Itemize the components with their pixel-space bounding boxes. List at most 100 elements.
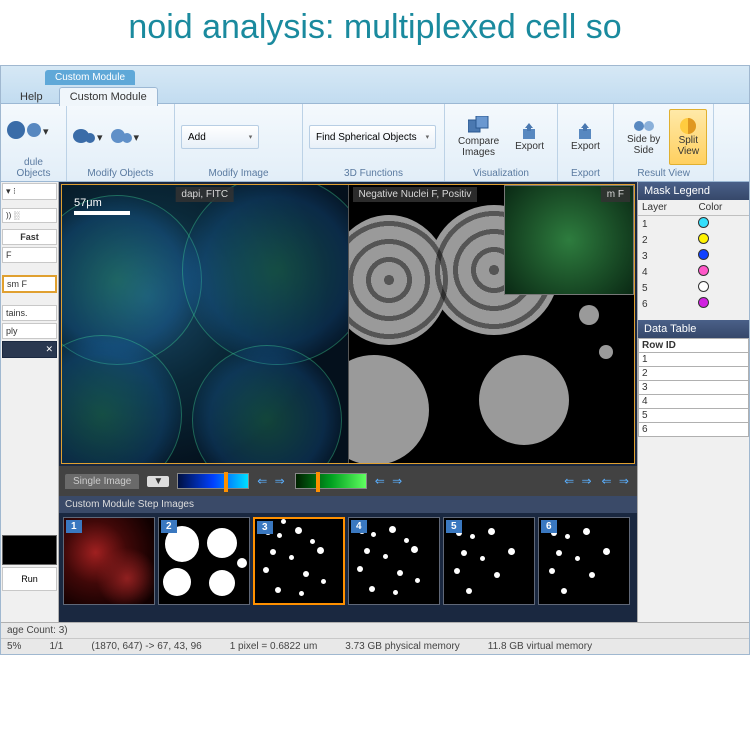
export-button[interactable]: Export: [508, 109, 551, 165]
side-by-side-button[interactable]: Side by Side: [620, 109, 667, 165]
step-num: 3: [257, 521, 273, 534]
group-label: Modify Objects: [73, 166, 168, 179]
fluorescence-pane[interactable]: 57μm dapi, FITC: [62, 185, 348, 463]
legend-row: 4: [638, 264, 749, 280]
group-label: Export: [564, 166, 607, 179]
step-num: 6: [541, 520, 557, 533]
col-color: Color: [694, 200, 749, 216]
side-by-side-icon: [633, 118, 655, 134]
col-layer: Layer: [638, 200, 694, 216]
col-rowid: Row ID: [639, 339, 749, 353]
nav-arrows-1[interactable]: ⇐ ⇒: [257, 474, 286, 488]
mask-legend-table: LayerColor 1 2 3 4 5 6: [638, 200, 749, 312]
data-table[interactable]: Row ID 1 2 3 4 5 6: [638, 338, 749, 437]
split-label: Split View: [678, 135, 700, 157]
status-virt-mem: 11.8 GB virtual memory: [488, 641, 592, 652]
application-window: Custom Module Help Custom Module ▾ dule …: [0, 65, 750, 655]
table-row[interactable]: 1: [639, 353, 749, 367]
histogram-green[interactable]: [295, 473, 367, 489]
left-item-f[interactable]: F: [2, 247, 57, 263]
nav-arrows-3[interactable]: ⇐ ⇒: [564, 474, 593, 488]
small-thumb[interactable]: [2, 535, 57, 565]
export-label: Export: [571, 141, 600, 152]
status-pct: 5%: [7, 641, 21, 652]
find-spherical-label: Find Spherical Objects: [316, 132, 417, 143]
step-thumb-2[interactable]: 2: [158, 517, 250, 605]
pane-label-right-2: m F: [601, 187, 630, 202]
compare-icon: [468, 116, 490, 136]
add-button[interactable]: Add▾: [181, 125, 259, 149]
split-view-button[interactable]: Split View: [669, 109, 707, 165]
ribbon-context-tab[interactable]: Custom Module: [45, 70, 135, 85]
table-row[interactable]: 4: [639, 395, 749, 409]
step-num: 5: [446, 520, 462, 533]
status-bar: age Count: 3) 5% 1/1 (1870, 647) -> 67, …: [1, 622, 749, 654]
group-label: Result View: [620, 166, 707, 179]
group-label: dule Objects: [7, 155, 60, 179]
close-panel-button[interactable]: ✕: [2, 341, 57, 358]
export-label: Export: [515, 141, 544, 152]
left-item[interactable]: )) ░: [2, 208, 57, 223]
steps-header: Custom Module Step Images: [59, 496, 637, 513]
right-panel: Mask Legend LayerColor 1 2 3 4 5 6 Data …: [637, 182, 749, 622]
modify-objects-icon[interactable]: [73, 129, 95, 146]
step-thumb-6[interactable]: 6: [538, 517, 630, 605]
left-item-ply[interactable]: ply: [2, 323, 57, 339]
export-button-2[interactable]: Export: [564, 109, 607, 165]
workspace: ▾ ⁝ )) ░ Fast F sm F tains. ply ✕ Run 57…: [1, 182, 749, 622]
single-image-tab[interactable]: Single Image: [65, 474, 139, 489]
group-module-objects: ▾ dule Objects: [1, 104, 67, 181]
step-thumbnails: 1 2 3 4: [59, 513, 637, 613]
status-count: age Count: 3): [7, 625, 68, 636]
ribbon: ▾ dule Objects ▾ ▾ Modify Objects Add▾ M…: [1, 104, 749, 182]
step-thumb-3[interactable]: 3: [253, 517, 345, 605]
swatch-icon: [698, 297, 709, 308]
left-item-tains[interactable]: tains.: [2, 305, 57, 321]
export-icon: [577, 123, 595, 141]
main-view: 57μm dapi, FITC Negative Nuclei F, Posit…: [59, 182, 637, 622]
image-viewer[interactable]: 57μm dapi, FITC Negative Nuclei F, Posit…: [61, 184, 635, 464]
group-modify-objects: ▾ ▾ Modify Objects: [67, 104, 175, 181]
find-spherical-button[interactable]: Find Spherical Objects▾: [309, 125, 436, 149]
swatch-icon: [698, 233, 709, 244]
tab-custom-module[interactable]: Custom Module: [59, 87, 158, 106]
legend-row: 6: [638, 296, 749, 312]
histogram-bar: Single Image ▼ ⇐ ⇒ ⇐ ⇒ ⇐ ⇒ ⇐ ⇒: [59, 466, 637, 496]
histogram-blue[interactable]: [177, 473, 249, 489]
left-panel: ▾ ⁝ )) ░ Fast F sm F tains. ply ✕ Run: [1, 182, 59, 622]
nav-arrows-4[interactable]: ⇐ ⇒: [602, 474, 631, 488]
modify-objects-icon-2[interactable]: [111, 129, 132, 146]
dropdown-icon[interactable]: ▾: [43, 125, 49, 138]
tab-help[interactable]: Help: [9, 87, 54, 106]
dropdown-icon[interactable]: ▾: [134, 131, 140, 144]
group-label: 3D Functions: [309, 166, 438, 179]
fast-button[interactable]: Fast: [2, 229, 57, 245]
legend-row: 3: [638, 248, 749, 264]
side-label: Side by Side: [627, 134, 660, 156]
step-num: 2: [161, 520, 177, 533]
step-thumb-5[interactable]: 5: [443, 517, 535, 605]
panel-pin-row[interactable]: ▾ ⁝: [2, 183, 57, 200]
left-item-sm[interactable]: sm F: [2, 275, 57, 293]
module-objects-icon[interactable]: [7, 121, 25, 142]
table-row[interactable]: 6: [639, 423, 749, 437]
group-label: Visualization: [451, 166, 551, 179]
pane-label-right: Negative Nuclei F, Positiv: [353, 187, 478, 202]
table-row[interactable]: 5: [639, 409, 749, 423]
swatch-icon: [698, 249, 709, 260]
dropdown-icon[interactable]: ▾: [97, 131, 103, 144]
nav-arrows-2[interactable]: ⇐ ⇒: [375, 474, 404, 488]
run-button[interactable]: Run: [2, 567, 57, 591]
table-row[interactable]: 2: [639, 367, 749, 381]
step-thumb-4[interactable]: 4: [348, 517, 440, 605]
legend-row: 5: [638, 280, 749, 296]
module-objects-icon-2[interactable]: [27, 123, 41, 140]
step-thumb-1[interactable]: 1: [63, 517, 155, 605]
status-phys-mem: 3.73 GB physical memory: [345, 641, 460, 652]
status-frac: 1/1: [49, 641, 63, 652]
collapse-icon[interactable]: ▼: [147, 476, 169, 487]
data-table-header: Data Table: [638, 320, 749, 338]
table-row[interactable]: 3: [639, 381, 749, 395]
segmentation-pane[interactable]: Negative Nuclei F, Positiv m F: [348, 185, 635, 463]
compare-images-button[interactable]: Compare Images: [451, 109, 506, 165]
